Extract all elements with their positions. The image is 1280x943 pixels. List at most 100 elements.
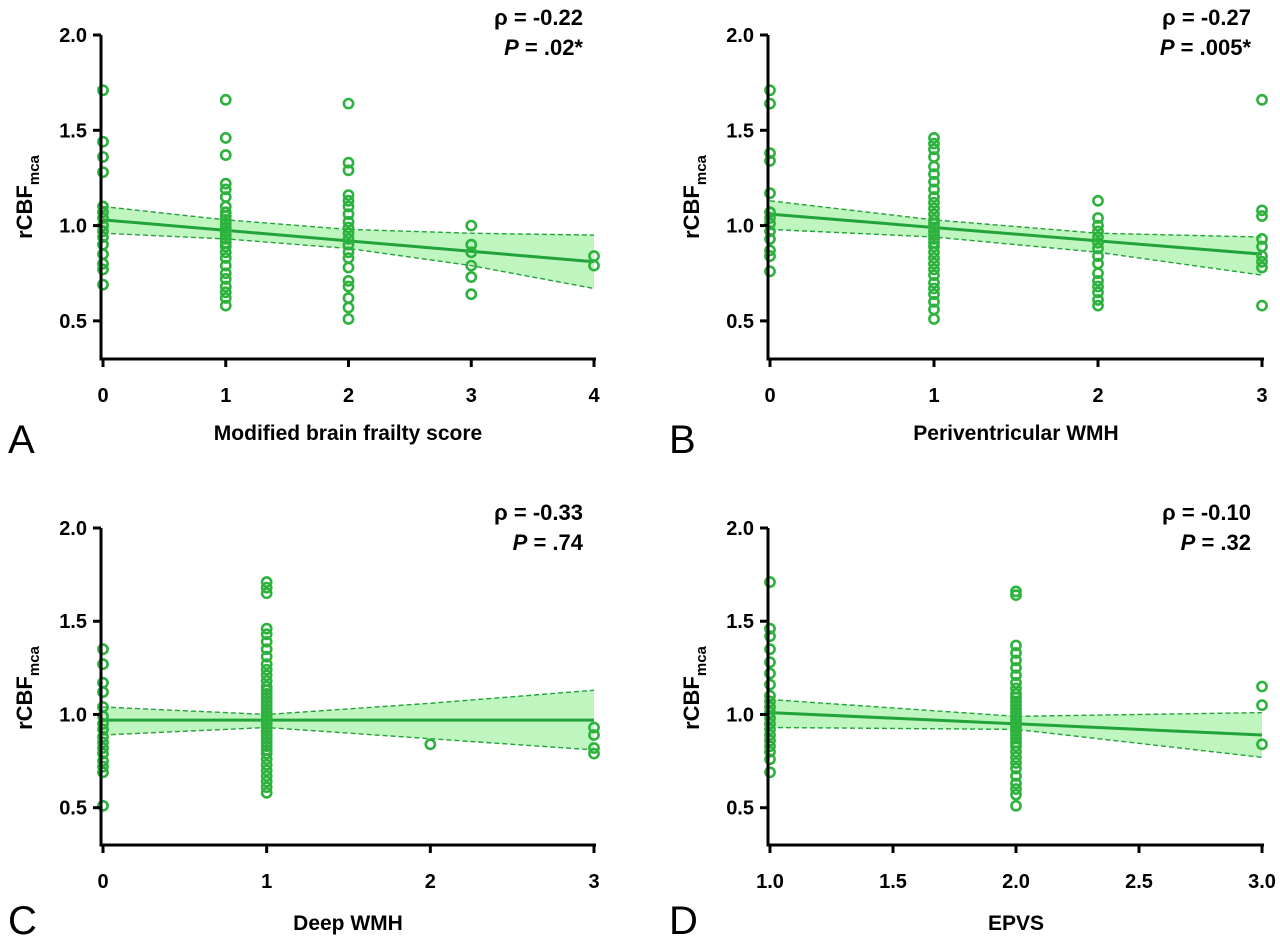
data-point [1256,261,1268,274]
data-point [219,177,232,190]
rho-annotation: ρ = -0.10 [1162,500,1251,525]
data-point [1010,654,1022,667]
data-point [97,723,109,736]
data-point [97,166,109,179]
data-point [1010,706,1022,719]
data-point [97,760,109,773]
data-point [97,84,109,97]
data-point [764,766,776,779]
data-point [1010,799,1022,812]
x-tick-label: 3 [588,871,599,893]
x-tick-label: 2.5 [1125,871,1153,893]
data-point [764,187,776,200]
data-point [219,246,232,259]
data-point [764,745,776,758]
data-point [1092,280,1104,293]
data-point [1010,691,1022,704]
data-point [97,263,109,276]
data-point [97,686,109,698]
data-point [342,261,355,274]
data-point [764,84,776,97]
data-point [764,734,776,747]
x-axis-title: Deep WMH [293,912,403,935]
data-point [260,770,273,782]
data-point [260,587,273,600]
data-point [260,706,273,719]
y-axis-title-subscript: mca [26,154,43,185]
data-point [260,736,273,749]
data-point [764,712,776,725]
data-point [260,695,273,708]
x-tick-label: 1 [261,871,272,893]
data-point [97,135,109,148]
data-point [1010,732,1022,745]
data-point [260,740,273,753]
data-point [260,684,273,697]
data-point [764,233,776,245]
data-point [260,699,273,712]
data-point [260,775,273,788]
data-point [97,643,109,656]
data-point [1256,680,1268,693]
data-point [1010,740,1022,753]
data-point [1010,669,1022,682]
data-point [342,97,355,110]
data-point [764,147,776,160]
data-point [928,202,940,215]
data-point [1010,695,1022,708]
x-tick-label: 3.0 [1248,871,1276,893]
data-point [928,282,940,295]
data-point [764,689,776,702]
data-point [260,764,273,777]
data-point [928,183,940,196]
data-point [1010,661,1022,674]
ci-lower-line [769,228,1263,276]
data-point [97,717,109,730]
data-point [928,225,940,238]
data-point [1256,204,1268,217]
rho-annotation: ρ = -0.22 [494,5,583,30]
p-symbol: P [504,35,519,60]
data-point [1092,267,1104,280]
data-point [260,714,273,726]
x-tick-label: 2 [343,385,354,407]
data-point [260,669,273,682]
x-tick-label: 0 [97,871,108,893]
data-point [97,736,109,749]
data-point [260,628,273,641]
data-point [764,622,776,635]
data-point [260,650,273,663]
data-point [342,301,355,314]
x-tick-label: 1.0 [756,871,784,893]
ci-upper-line [769,200,1263,238]
ci-upper-line [102,205,595,236]
data-point [928,313,940,325]
p-symbol: P [1181,530,1196,555]
data-point [260,702,273,715]
panel-letter: A [8,418,35,462]
y-tick-label: 2.0 [726,25,754,47]
data-point [219,210,232,222]
data-point [764,656,776,669]
x-tick-label: 1.5 [879,871,907,893]
panel-letter: D [669,899,698,943]
p-value-annotation: P = .32 [1181,530,1251,555]
data-point [219,149,232,161]
data-point [764,630,776,643]
data-point [1092,194,1104,207]
data-point [260,688,273,700]
data-point [764,154,776,167]
data-point [1010,729,1022,741]
data-point [588,729,600,741]
data-point [260,747,273,760]
p-symbol: P [513,530,528,555]
data-point [424,738,437,751]
data-point [928,276,940,289]
data-point [219,292,232,304]
data-point [260,643,273,656]
data-point [928,213,940,226]
data-point [97,257,109,270]
data-point [342,156,355,169]
p-value-annotation: P = .005* [1160,35,1252,60]
data-point [97,658,109,671]
